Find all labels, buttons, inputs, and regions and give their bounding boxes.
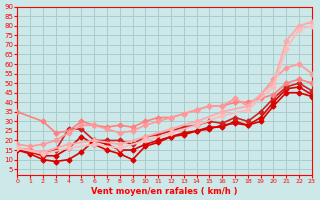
X-axis label: Vent moyen/en rafales ( km/h ): Vent moyen/en rafales ( km/h ) xyxy=(91,187,238,196)
